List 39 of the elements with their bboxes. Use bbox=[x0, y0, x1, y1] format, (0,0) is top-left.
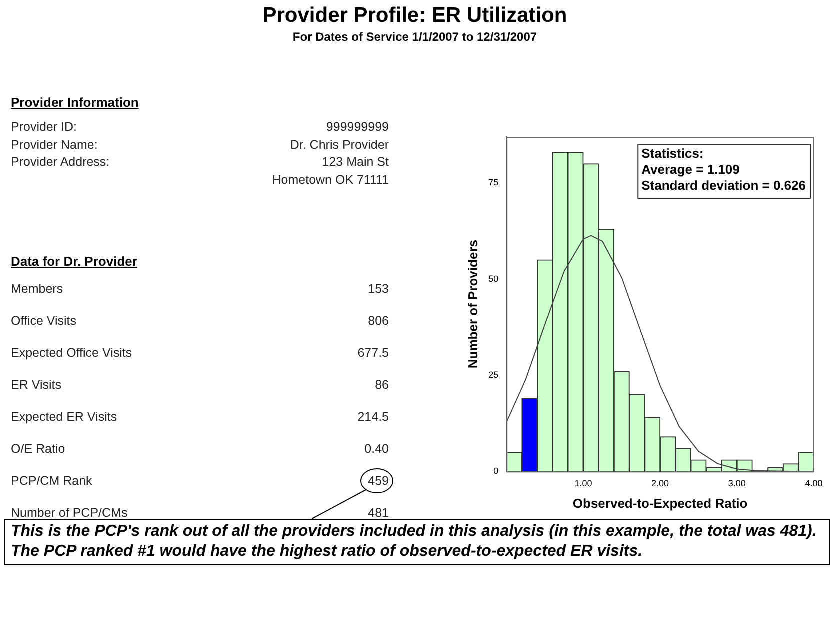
annotation: Statistics: Average = 1.109 Standard deviation = 0.626 bbox=[642, 146, 806, 194]
text: For Dates of Service 1/1/2007 to 12/31/2007 bbox=[292, 30, 538, 44]
text: Provider ID: bbox=[11, 120, 77, 134]
text: 214.5 bbox=[358, 410, 389, 424]
text: Dr. Chris Provider bbox=[290, 138, 389, 152]
category-label: Members bbox=[11, 282, 64, 296]
text: 0.40 bbox=[364, 442, 389, 456]
text: 677.5 bbox=[358, 346, 389, 360]
text: Provider Name: bbox=[11, 138, 98, 152]
text: 459 bbox=[368, 474, 389, 488]
y-tick-label: 75 bbox=[488, 178, 499, 188]
x-tick-label: 2.00 bbox=[652, 478, 670, 488]
text: 153 bbox=[368, 282, 389, 296]
text: Data for Dr. Provider bbox=[11, 254, 138, 269]
text: 999999999 bbox=[326, 120, 389, 134]
category-label: PCP/CM Rank bbox=[11, 474, 92, 488]
category-label: ER Visits bbox=[11, 378, 62, 392]
text: 806 bbox=[368, 314, 389, 328]
text: 86 bbox=[375, 378, 389, 392]
y-tick-label: 50 bbox=[488, 274, 499, 284]
y-tick-label: 0 bbox=[494, 466, 499, 476]
category-label: Number of PCP/CMs bbox=[11, 506, 128, 520]
category-label: Expected ER Visits bbox=[11, 410, 118, 424]
text: Hometown OK 71111 bbox=[272, 172, 389, 186]
category-label: Expected Office Visits bbox=[11, 346, 132, 360]
x-axis-title: Observed-to-Expected Ratio bbox=[572, 496, 748, 511]
text: Provider Information bbox=[11, 95, 139, 110]
x-tick-label: 1.00 bbox=[574, 478, 592, 488]
category-label: Office Visits bbox=[11, 314, 77, 328]
y-axis-title: Number of Providers bbox=[465, 240, 480, 369]
text: Provider Address: bbox=[11, 155, 110, 169]
x-tick-label: 3.00 bbox=[728, 478, 746, 488]
category-label: O/E Ratio bbox=[11, 442, 66, 456]
text: This is the PCP's rank out of all the providers included in this analysis (in this example, the total was 481). The PCP ranked #1 would have the highest ratio of observed-to-expected ER visits. bbox=[4, 519, 830, 565]
text: 481 bbox=[368, 506, 389, 520]
y-tick-label: 25 bbox=[488, 370, 499, 380]
x-tick-label: 4.00 bbox=[805, 478, 823, 488]
text: 123 Main St bbox=[322, 155, 389, 169]
text: Provider Profile: ER Utilization bbox=[262, 4, 568, 28]
